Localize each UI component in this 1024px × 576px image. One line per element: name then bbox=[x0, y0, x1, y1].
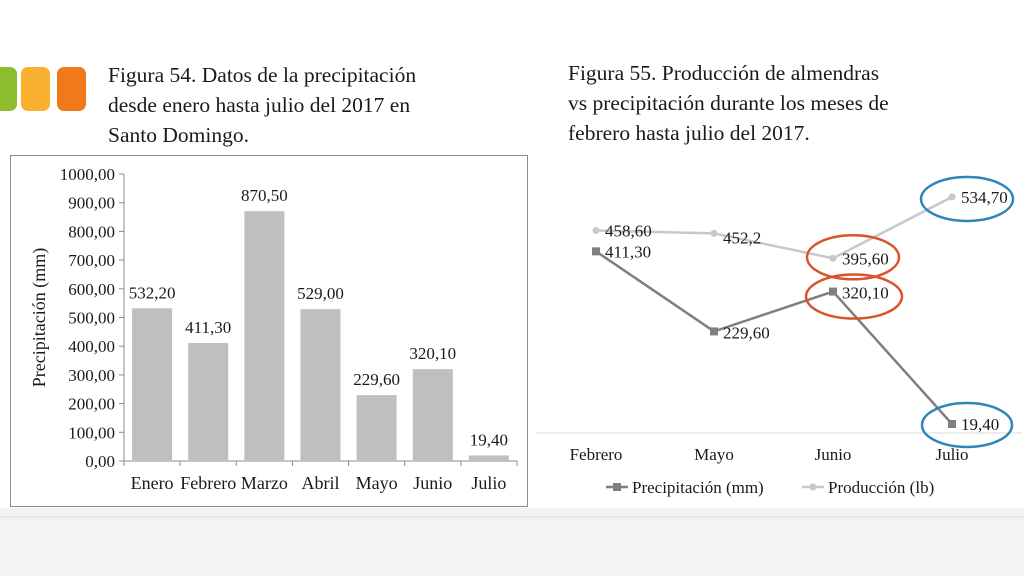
precipitation-point bbox=[829, 287, 837, 296]
figure-54-caption: Figura 54. Datos de la precipitación des… bbox=[108, 60, 416, 150]
bar-value-label: 19,40 bbox=[470, 430, 508, 449]
bar bbox=[132, 308, 173, 461]
highlight-ellipse-orange bbox=[804, 273, 904, 320]
swatch-yellow bbox=[21, 67, 50, 111]
bar bbox=[300, 309, 341, 461]
y-tick-label: 400,00 bbox=[68, 337, 115, 356]
y-tick-label: 1000,00 bbox=[60, 165, 115, 184]
precipitation-data-label: 411,30 bbox=[605, 242, 651, 261]
highlight-ellipse-blue bbox=[920, 401, 1014, 449]
bar-value-label: 532,20 bbox=[129, 283, 176, 302]
y-tick-label: 600,00 bbox=[68, 280, 115, 299]
precipitation-data-label: 229,60 bbox=[723, 323, 770, 342]
footer-line bbox=[0, 516, 1024, 518]
production-point bbox=[948, 193, 956, 201]
legend-precipitation-marker bbox=[613, 483, 621, 491]
bar-value-label: 870,50 bbox=[241, 186, 288, 205]
x-category-label: Marzo bbox=[241, 473, 288, 493]
bar bbox=[356, 395, 397, 461]
precipitation-point bbox=[592, 247, 600, 256]
caption-line: Santo Domingo. bbox=[108, 123, 249, 147]
production-vs-precipitation-line-chart: Febrero Mayo Junio Julio 458,60 452,2 395,60 53… bbox=[536, 175, 1022, 497]
production-data-label: 395,60 bbox=[842, 249, 889, 268]
production-data-label: 534,70 bbox=[961, 188, 1008, 207]
precipitation-data-label: 19,40 bbox=[961, 415, 999, 434]
precipitation-line bbox=[595, 250, 953, 425]
y-tick-label: 900,00 bbox=[68, 194, 115, 213]
figure-55-caption: Figura 55. Producción de almendras vs pr… bbox=[568, 58, 889, 148]
bar bbox=[188, 342, 229, 461]
y-tick-label: 200,00 bbox=[68, 395, 115, 414]
y-tick-label: 0,00 bbox=[85, 452, 115, 471]
y-tick-label: 300,00 bbox=[68, 366, 115, 385]
highlight-ellipse-orange bbox=[805, 234, 901, 281]
y-tick-label: 800,00 bbox=[68, 222, 115, 241]
precipitation-point bbox=[710, 327, 718, 336]
production-point bbox=[710, 229, 718, 237]
production-line bbox=[595, 195, 953, 260]
legend-production-label: Producción (lb) bbox=[828, 478, 934, 497]
legend-precipitation-label: Precipitación (mm) bbox=[632, 478, 764, 497]
bar bbox=[468, 455, 509, 461]
caption-line: Figura 55. Producción de almendras bbox=[568, 61, 880, 85]
footer-band bbox=[0, 508, 1024, 576]
x-category-label: Junio bbox=[413, 473, 452, 493]
legend-production-marker bbox=[809, 483, 817, 491]
precipitation-data-label: 320,10 bbox=[842, 284, 889, 303]
bar bbox=[412, 369, 453, 461]
x-category-label: Julio bbox=[935, 445, 968, 464]
swatch-green bbox=[0, 67, 17, 111]
production-point bbox=[592, 227, 600, 235]
x-category-label: Febrero bbox=[180, 473, 236, 493]
highlight-ellipse-blue bbox=[919, 175, 1015, 223]
precipitation-bar-chart: 0,00 100,00 200,00 300,00 400,00 500,00 600,00… bbox=[29, 165, 518, 493]
x-category-label: Abril bbox=[302, 473, 340, 493]
x-category-label: Mayo bbox=[356, 473, 398, 493]
bar bbox=[244, 211, 285, 461]
x-category-label: Mayo bbox=[694, 445, 734, 464]
caption-line: Figura 54. Datos de la precipitación bbox=[108, 63, 417, 87]
x-category-label: Enero bbox=[131, 473, 174, 493]
bar-value-label: 411,30 bbox=[185, 318, 231, 337]
y-tick-label: 700,00 bbox=[68, 251, 115, 270]
y-tick-label: 100,00 bbox=[68, 423, 115, 442]
caption-line: desde enero hasta julio del 2017 en bbox=[108, 93, 411, 117]
swatch-orange bbox=[57, 67, 86, 111]
bar-chart-frame: 0,00 100,00 200,00 300,00 400,00 500,00 600,00… bbox=[10, 155, 528, 507]
bar-value-label: 529,00 bbox=[297, 284, 344, 303]
y-axis-title: Precipitación (mm) bbox=[29, 248, 50, 387]
x-category-label: Junio bbox=[815, 445, 852, 464]
precipitation-point bbox=[948, 420, 956, 428]
production-data-label: 458,60 bbox=[605, 222, 652, 241]
production-point bbox=[829, 254, 837, 262]
x-category-label: Julio bbox=[471, 473, 506, 493]
production-data-label: 452,2 bbox=[723, 228, 761, 247]
bar-value-label: 229,60 bbox=[353, 370, 400, 389]
bar-value-label: 320,10 bbox=[409, 344, 456, 363]
x-category-label: Febrero bbox=[570, 445, 623, 464]
y-tick-label: 500,00 bbox=[68, 309, 115, 328]
caption-line: vs precipitación durante los meses de bbox=[568, 91, 889, 115]
caption-line: febrero hasta julio del 2017. bbox=[568, 121, 810, 145]
